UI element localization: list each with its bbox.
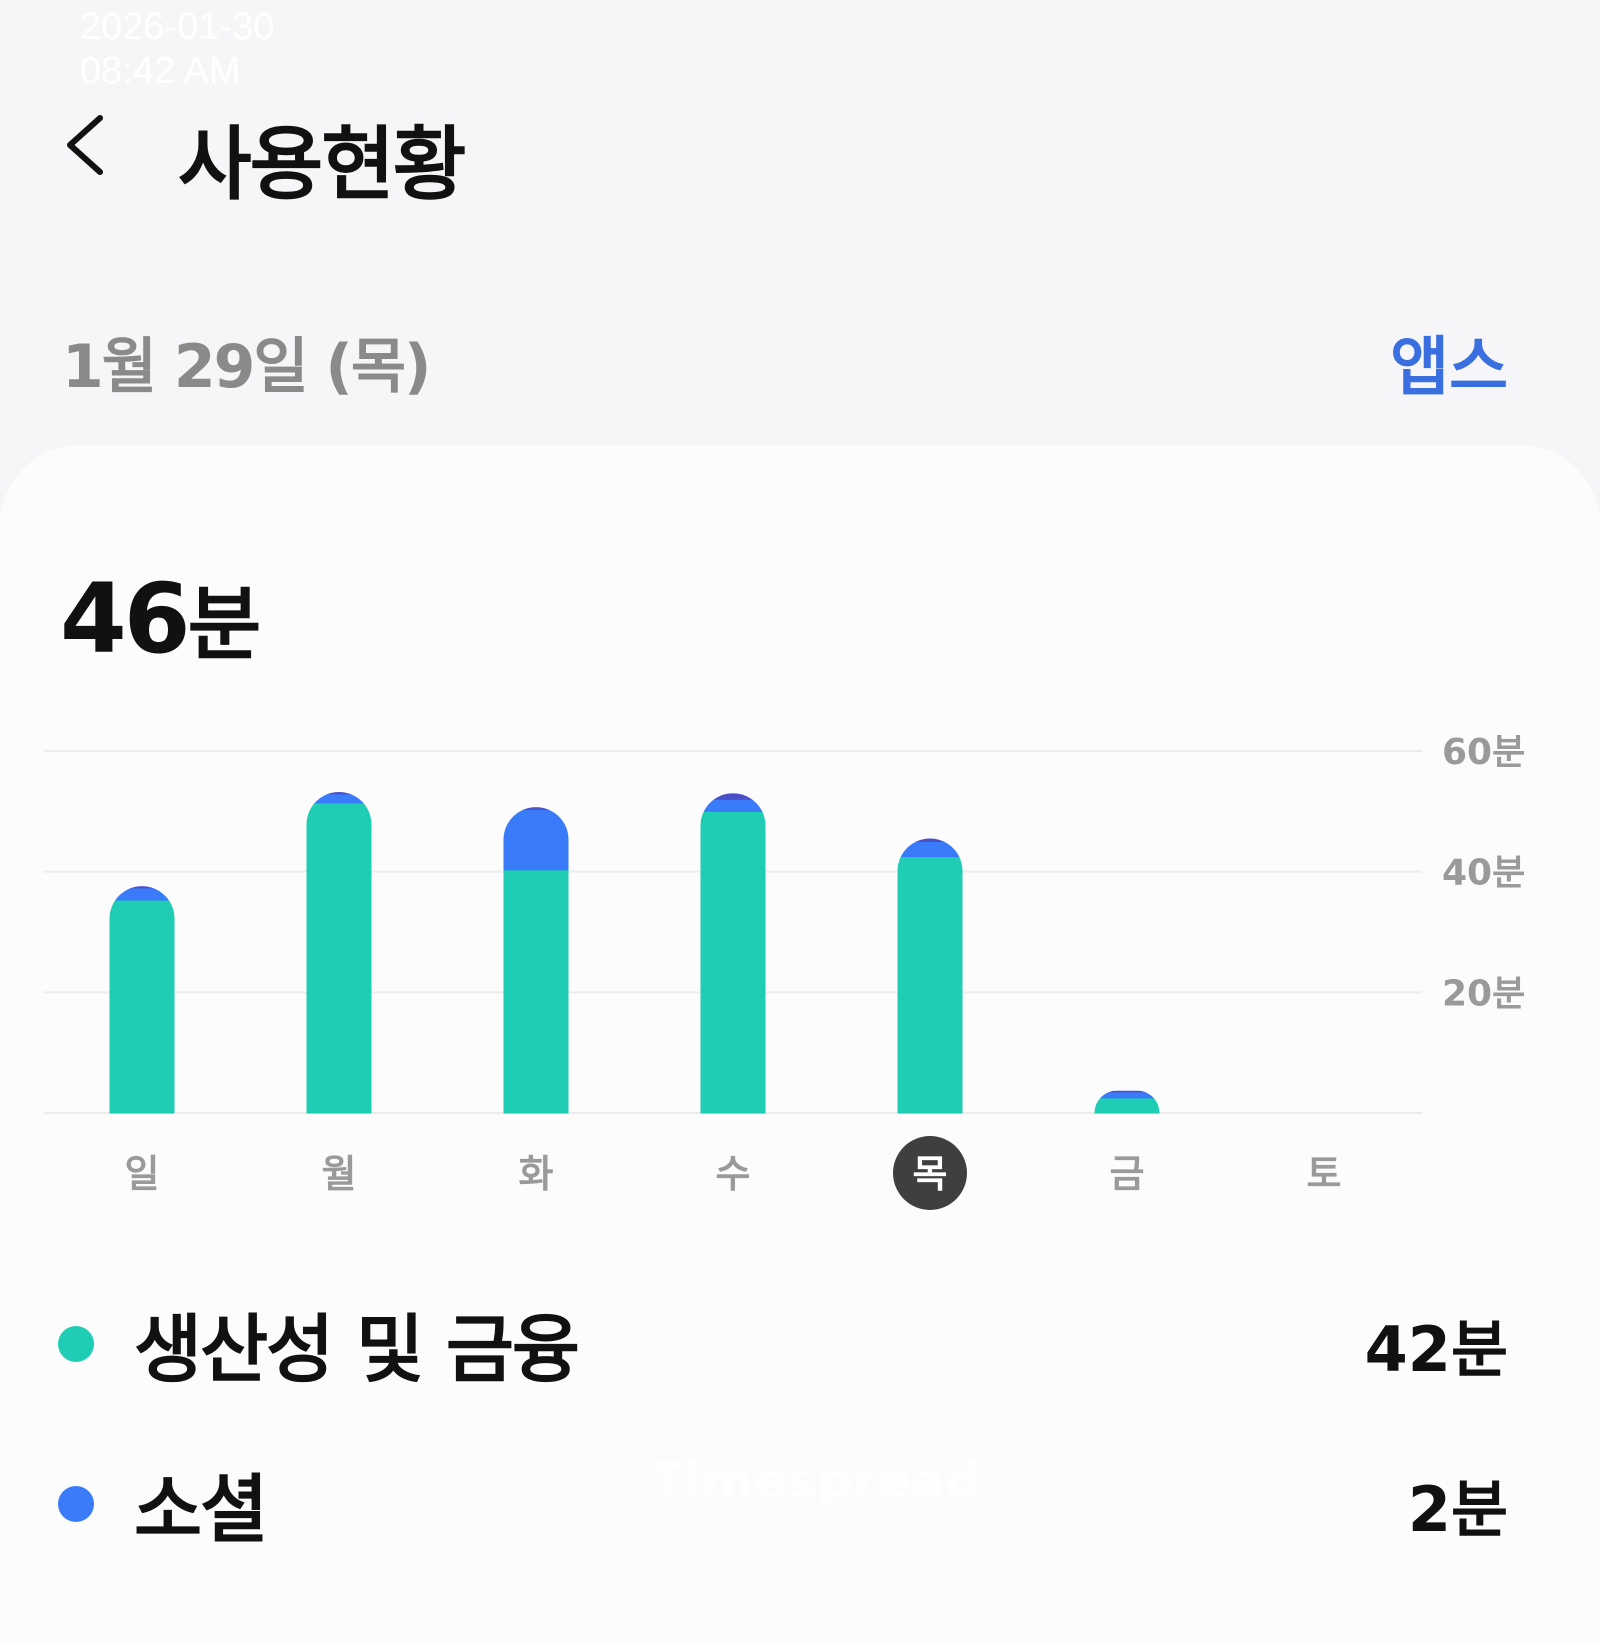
back-button[interactable] [60, 110, 120, 180]
bar-segment [897, 838, 963, 842]
usage-card [0, 445, 1600, 1645]
legend-name: 소셜 [134, 1467, 268, 1553]
productivity-dot-icon [58, 1325, 94, 1362]
bar-segment [306, 792, 372, 795]
legend-name: 생산성 및 금융 [134, 1307, 580, 1393]
timestamp-time: 08:42 AM [80, 50, 241, 92]
bar-segment [700, 793, 766, 800]
date-label[interactable]: 1월 29일 (목) [62, 332, 431, 402]
total-usage: 46분 [60, 560, 262, 676]
bar-segment [109, 887, 175, 901]
total-value: 46 [60, 563, 191, 675]
bar-segment [1094, 1091, 1160, 1099]
day-label[interactable]: 일 [125, 1152, 160, 1196]
watermark: Timespread [650, 1452, 981, 1510]
day-label[interactable]: 목 [913, 1152, 948, 1196]
y-tick-label: 20분 [1442, 973, 1525, 1014]
apps-link[interactable]: 앱스 [1390, 331, 1508, 405]
day-label[interactable]: 화 [519, 1152, 554, 1196]
legend-value: 42분 [1364, 1312, 1508, 1386]
day-label[interactable]: 월 [322, 1152, 357, 1196]
total-unit: 분 [187, 578, 262, 671]
bar-segment [109, 886, 175, 889]
bar-segment [700, 799, 766, 812]
day-label[interactable]: 수 [716, 1152, 751, 1196]
legend-item-productivity[interactable]: 생산성 및 금융 42분 [58, 1290, 1508, 1397]
y-tick-label: 40분 [1442, 853, 1525, 894]
y-tick-label: 60분 [1442, 732, 1525, 773]
bar-segment [503, 809, 569, 871]
bar-segment [306, 802, 372, 1114]
legend-item-social[interactable]: 소셜 2분 [58, 1450, 1508, 1557]
bar-segment [1094, 1090, 1160, 1093]
chevron-left-icon [67, 115, 103, 175]
selected-day-marker [893, 1136, 967, 1210]
day-label[interactable]: 토 [1307, 1152, 1342, 1196]
bar-segment [1094, 1097, 1160, 1114]
bar-segment [897, 856, 963, 1114]
page-title: 사용현황 [178, 118, 466, 211]
social-dot-icon [58, 1485, 94, 1522]
bar-segment [700, 811, 766, 1114]
legend-value: 2분 [1407, 1472, 1508, 1546]
bar-segment [503, 807, 569, 811]
bar-segment [109, 900, 175, 1114]
timestamp-date: 2026-01-30 [80, 6, 275, 48]
bar-segment [306, 793, 372, 804]
day-label[interactable]: 금 [1110, 1152, 1145, 1196]
bar-segment [503, 869, 569, 1114]
bar-segment [897, 841, 963, 858]
